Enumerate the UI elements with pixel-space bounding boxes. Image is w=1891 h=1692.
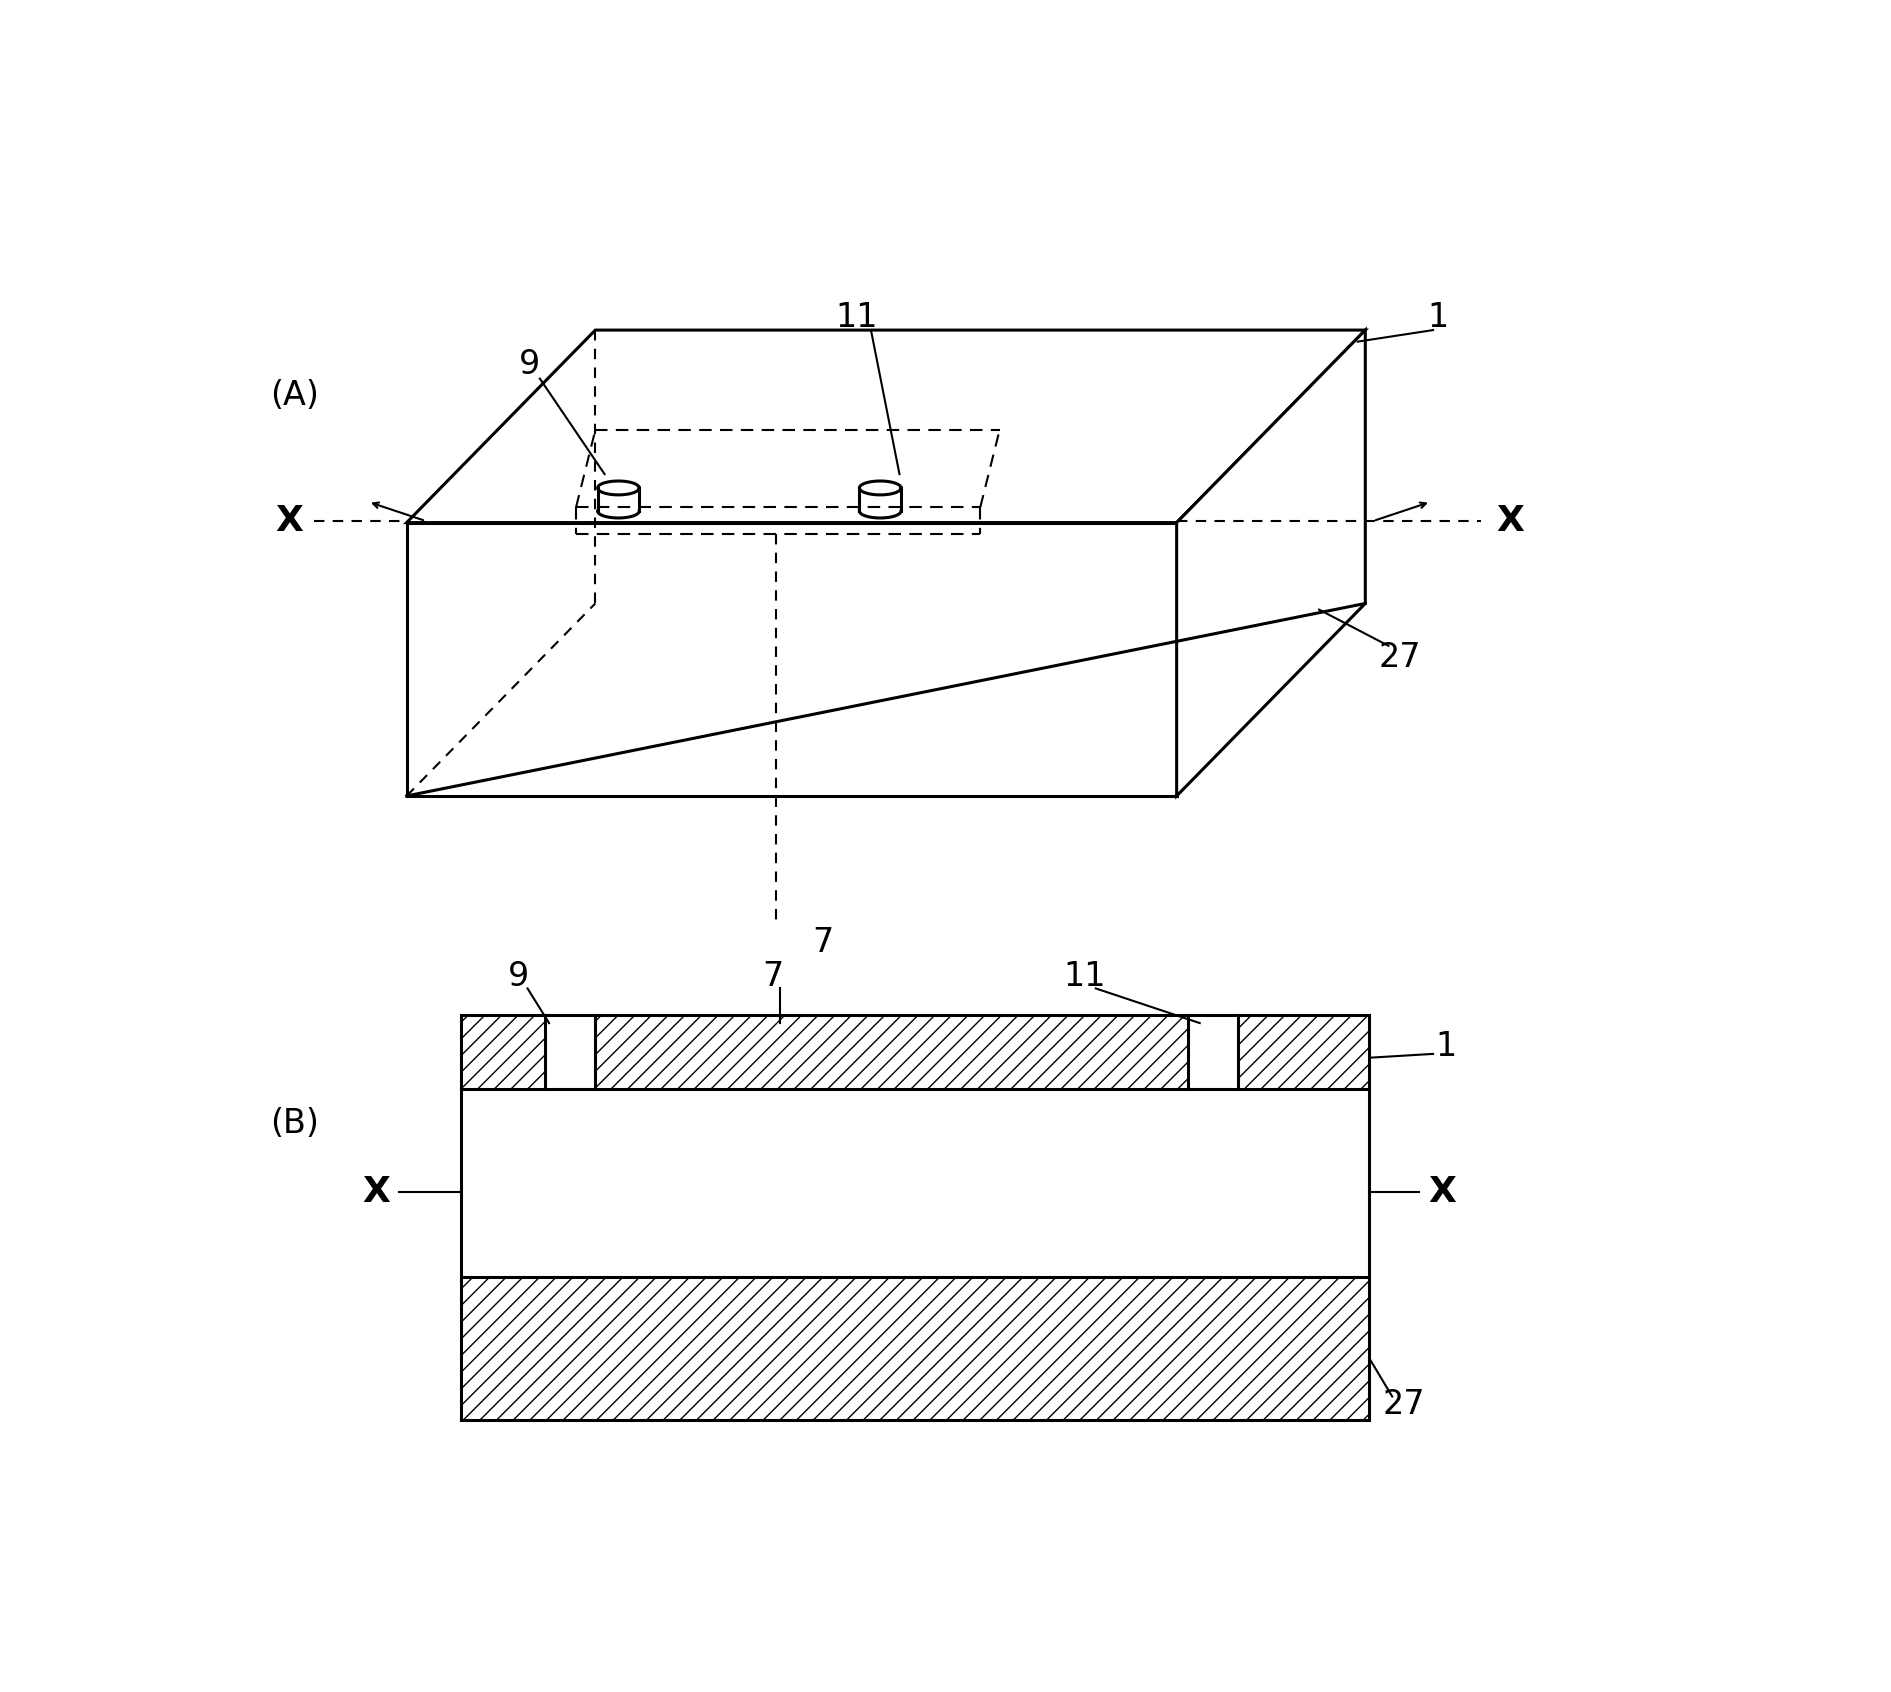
Bar — [1239, 1015, 1369, 1088]
Polygon shape — [407, 523, 1176, 795]
Bar — [461, 1015, 545, 1088]
Text: 9: 9 — [520, 349, 541, 381]
Text: 7: 7 — [762, 961, 783, 993]
Bar — [461, 1015, 1369, 1420]
Text: X: X — [1428, 1176, 1456, 1210]
Text: (B): (B) — [270, 1107, 320, 1140]
Text: 1: 1 — [1428, 301, 1449, 333]
Text: 11: 11 — [1063, 961, 1106, 993]
Text: X: X — [1496, 504, 1524, 538]
Text: 27: 27 — [1382, 1387, 1426, 1421]
Bar — [461, 1277, 1369, 1420]
Bar — [545, 1015, 596, 1088]
Text: 7: 7 — [811, 926, 834, 959]
Text: X: X — [274, 504, 303, 538]
Text: 9: 9 — [507, 961, 529, 993]
Text: (A): (A) — [270, 379, 320, 413]
Bar — [461, 1088, 1369, 1277]
Bar — [461, 1015, 1369, 1420]
Polygon shape — [1176, 330, 1365, 795]
Bar — [596, 1015, 1188, 1088]
Text: 27: 27 — [1379, 641, 1422, 673]
Text: 1: 1 — [1435, 1030, 1456, 1063]
Text: X: X — [361, 1176, 390, 1210]
Bar — [1188, 1015, 1239, 1088]
Text: 11: 11 — [836, 301, 877, 333]
